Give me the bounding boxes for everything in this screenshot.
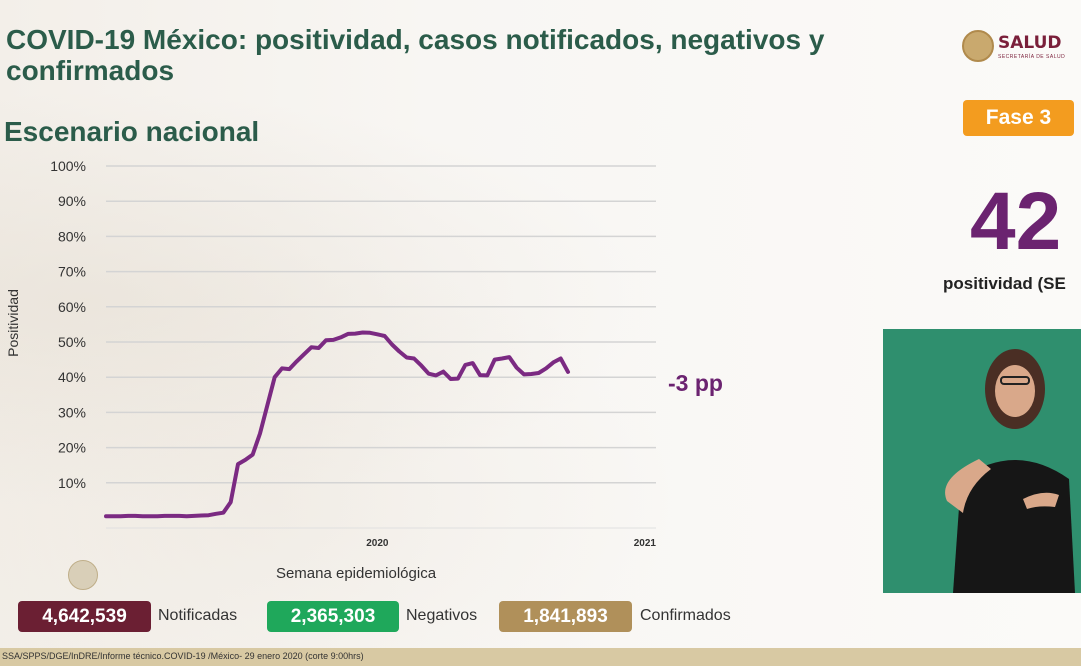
y-tick-label: 100% [50, 158, 86, 174]
logo-subtitle: SECRETARÍA DE SALUD [998, 54, 1066, 60]
change-annotation: -3 pp [668, 370, 723, 396]
notificadas-value: 4,642,539 [18, 601, 151, 632]
source-footer: SSA/SPPS/DGE/InDRE/Informe técnico.COVID… [0, 648, 1081, 666]
page-subtitle: Escenario nacional [4, 116, 260, 147]
year-label: 2020 [366, 538, 389, 549]
y-tick-label: 90% [58, 193, 86, 209]
y-tick-label: 10% [58, 475, 86, 491]
source-text: SSA/SPPS/DGE/InDRE/Informe técnico.COVID… [2, 651, 364, 661]
y-tick-label: 20% [58, 440, 86, 456]
page-title: COVID-19 México: positividad, casos noti… [6, 24, 825, 86]
y-tick-label: 40% [58, 369, 86, 385]
year-label: 2021 [634, 538, 657, 549]
notificadas-label: Notificadas [158, 607, 238, 624]
confirmados-label: Confirmados [640, 607, 731, 624]
y-tick-label: 80% [58, 228, 86, 244]
totals-bar: 4,642,539 Notificadas 2,365,303 Negativo… [0, 601, 1081, 633]
salud-logo: SALUD SECRETARÍA DE SALUD [962, 30, 1072, 66]
y-tick-label: 50% [58, 334, 86, 350]
interpreter-figure [883, 329, 1081, 593]
logo-name: SALUD [998, 33, 1062, 53]
y-tick-label: 30% [58, 404, 86, 420]
y-tick-label: 70% [58, 264, 86, 280]
phase-badge: Fase 3 [963, 100, 1074, 136]
negativos-value: 2,365,303 [267, 601, 399, 632]
negativos-label: Negativos [406, 607, 478, 624]
crest-icon [68, 560, 98, 590]
sign-language-interpreter-video [883, 329, 1081, 593]
y-axis-label: Positividad [5, 289, 21, 357]
confirmados-value: 1,841,893 [499, 601, 632, 632]
positivity-label: positividad (SE [943, 274, 1066, 293]
y-tick-label: 60% [58, 299, 86, 315]
positivity-series-line [104, 330, 570, 519]
seal-icon [962, 30, 994, 62]
x-axis-label: Semana epidemiológica [276, 565, 437, 582]
positivity-line-chart: 100% 90% 80% 70% 60% 50% 40% 30% 20% 10% 2020 2021… [5, 158, 723, 582]
positivity-value: 42 [970, 176, 1062, 267]
